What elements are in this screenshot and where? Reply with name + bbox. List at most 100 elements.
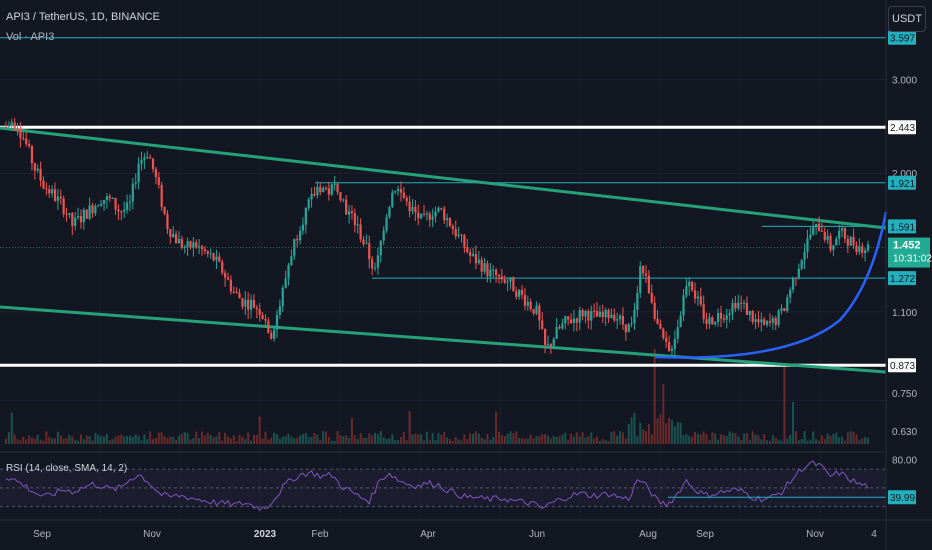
volume-bar-83 <box>244 439 247 444</box>
volume-bar-228 <box>662 384 665 444</box>
volume-bar-74 <box>218 432 221 444</box>
volume-bar-105 <box>307 437 310 444</box>
volume-bar-223 <box>647 423 650 444</box>
level-label-box-9 <box>888 358 916 373</box>
volume-bar-238 <box>691 436 694 444</box>
candle-body-136 <box>396 189 400 191</box>
time-tick-3: Feb <box>311 529 329 540</box>
volume-bar-147 <box>428 439 431 444</box>
volume-bar-118 <box>345 435 348 444</box>
currency-button[interactable]: USDT <box>888 6 926 32</box>
volume-bar-128 <box>374 432 377 444</box>
candle-body-31 <box>94 205 97 214</box>
candle-body-14 <box>45 188 48 190</box>
candle-body-129 <box>376 255 379 268</box>
volume-bar-89 <box>261 438 264 444</box>
level-label-5: 1.591 <box>890 222 915 233</box>
volume-bar-84 <box>247 432 250 444</box>
candle-body-297 <box>861 246 864 253</box>
candle-body-5 <box>19 130 22 139</box>
volume-bar-207 <box>601 439 604 444</box>
volume-bar-153 <box>446 437 449 444</box>
volume-bar-50 <box>149 431 152 444</box>
volume-bar-174 <box>506 433 509 444</box>
volume-bar-51 <box>152 439 155 444</box>
volume-bar-203 <box>590 432 593 444</box>
volume-bar-222 <box>645 431 648 444</box>
volume-bar-12 <box>39 439 42 444</box>
candle-body-276 <box>800 260 803 269</box>
volume-bar-117 <box>342 436 345 444</box>
volume-bar-94 <box>275 434 278 444</box>
volume-bar-240 <box>696 433 699 444</box>
candle-body-30 <box>91 205 94 214</box>
candle-body-86 <box>252 299 256 308</box>
volume-bar-54 <box>160 432 163 444</box>
candle-body-85 <box>249 299 253 310</box>
volume-bar-44 <box>131 436 134 444</box>
candle-body-278 <box>806 238 809 252</box>
candle-body-196 <box>569 319 573 324</box>
volume-bar-6 <box>22 436 25 444</box>
volume-bar-257 <box>745 433 748 444</box>
volume-bar-233 <box>676 421 679 444</box>
volume-bar-22 <box>68 435 71 444</box>
time-axis[interactable]: Sep Nov 2023 Feb Apr Jun Aug Sep Nov 4 <box>0 519 932 540</box>
level-label-box-7 <box>888 271 916 286</box>
candle-body-124 <box>362 239 365 245</box>
volume-bar-36 <box>108 440 111 444</box>
candle-body-7 <box>25 138 28 144</box>
volume-bar-0 <box>5 438 7 444</box>
rsi-value-box <box>888 490 916 505</box>
volume-bar-136 <box>397 440 400 444</box>
volume-bar-48 <box>143 434 146 444</box>
candle-body-117 <box>342 199 345 201</box>
candle-body-81 <box>238 292 241 299</box>
candle-body-0 <box>4 126 8 128</box>
descending-channel[interactable] <box>0 126 887 374</box>
volume-bar-58 <box>172 436 175 444</box>
candle-body-207 <box>601 311 604 318</box>
rounding-curve[interactable] <box>654 211 888 359</box>
volume-bar-158 <box>460 440 463 444</box>
volume-bar-210 <box>610 432 613 444</box>
volume-bar-98 <box>287 434 290 444</box>
volume-bar-246 <box>714 433 717 444</box>
volume-bar-241 <box>699 434 702 444</box>
volume-bar-176 <box>512 433 515 444</box>
candle-body-74 <box>218 256 221 262</box>
candle-body-107 <box>313 193 316 196</box>
volume-bar-78 <box>229 438 232 444</box>
candle-body-154 <box>448 218 452 227</box>
volume-bar-115 <box>336 431 339 444</box>
volume-bar-148 <box>431 432 434 444</box>
volume-bar-95 <box>278 438 281 444</box>
candle-body-264 <box>765 321 769 325</box>
volume-bar-112 <box>327 437 330 444</box>
volume-bar-234 <box>679 422 682 444</box>
volume-bar-175 <box>509 431 512 444</box>
volume-bar-245 <box>711 432 714 444</box>
candle-body-45 <box>134 182 137 184</box>
candle-body-145 <box>422 213 426 215</box>
volume-bar-291 <box>843 440 846 444</box>
candle-body-56 <box>166 213 169 230</box>
volume-bar-109 <box>319 440 322 444</box>
volume-bar-99 <box>290 436 293 444</box>
volume-bar-125 <box>365 437 368 444</box>
candle-body-24 <box>74 217 77 226</box>
volume-bar-143 <box>417 433 420 444</box>
candle-body-221 <box>642 266 645 274</box>
volume-bar-73 <box>215 436 218 444</box>
volume-bar-70 <box>206 432 209 444</box>
volume-bar-187 <box>544 434 547 444</box>
candle-body-227 <box>659 323 662 329</box>
candle-body-69 <box>203 249 207 252</box>
candle-body-116 <box>339 192 342 201</box>
candle-body-261 <box>757 319 760 323</box>
candle-body-46 <box>137 163 140 183</box>
volume-bar-287 <box>832 433 835 444</box>
candle-body-201 <box>584 311 587 317</box>
